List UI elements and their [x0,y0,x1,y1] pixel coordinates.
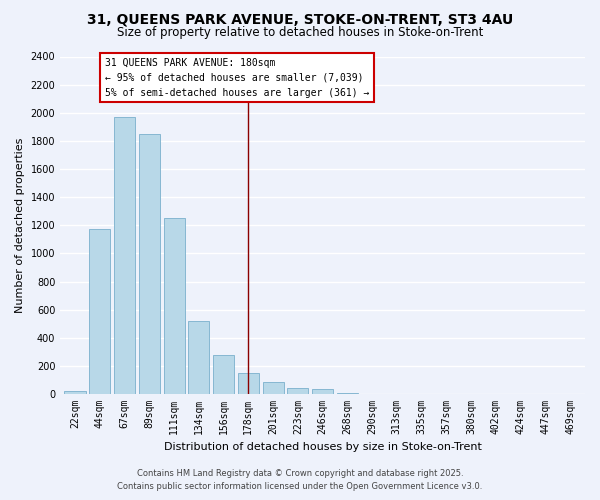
Bar [139,134,160,394]
Text: Contains HM Land Registry data © Crown copyright and database right 2025.
Contai: Contains HM Land Registry data © Crown c… [118,470,482,491]
Bar [188,321,209,394]
Bar [287,388,308,394]
Bar [64,390,86,394]
Text: Size of property relative to detached houses in Stoke-on-Trent: Size of property relative to detached ho… [117,26,483,39]
Text: 31, QUEENS PARK AVENUE, STOKE-ON-TRENT, ST3 4AU: 31, QUEENS PARK AVENUE, STOKE-ON-TRENT, … [87,12,513,26]
Bar [89,230,110,394]
Bar [164,218,185,394]
Text: 31 QUEENS PARK AVENUE: 180sqm
← 95% of detached houses are smaller (7,039)
5% of: 31 QUEENS PARK AVENUE: 180sqm ← 95% of d… [105,58,369,98]
Bar [238,373,259,394]
Bar [213,356,234,394]
Bar [114,117,135,394]
Bar [312,389,333,394]
Y-axis label: Number of detached properties: Number of detached properties [15,138,25,313]
Bar [263,382,284,394]
X-axis label: Distribution of detached houses by size in Stoke-on-Trent: Distribution of detached houses by size … [164,442,482,452]
